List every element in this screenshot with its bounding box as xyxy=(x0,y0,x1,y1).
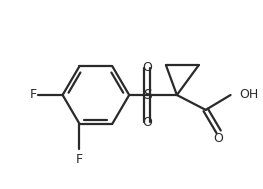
Text: O: O xyxy=(142,61,152,74)
Text: O: O xyxy=(142,116,152,129)
Text: S: S xyxy=(143,88,151,102)
Text: F: F xyxy=(76,153,83,166)
Text: O: O xyxy=(214,132,224,145)
Text: F: F xyxy=(30,88,37,101)
Text: OH: OH xyxy=(240,88,259,101)
